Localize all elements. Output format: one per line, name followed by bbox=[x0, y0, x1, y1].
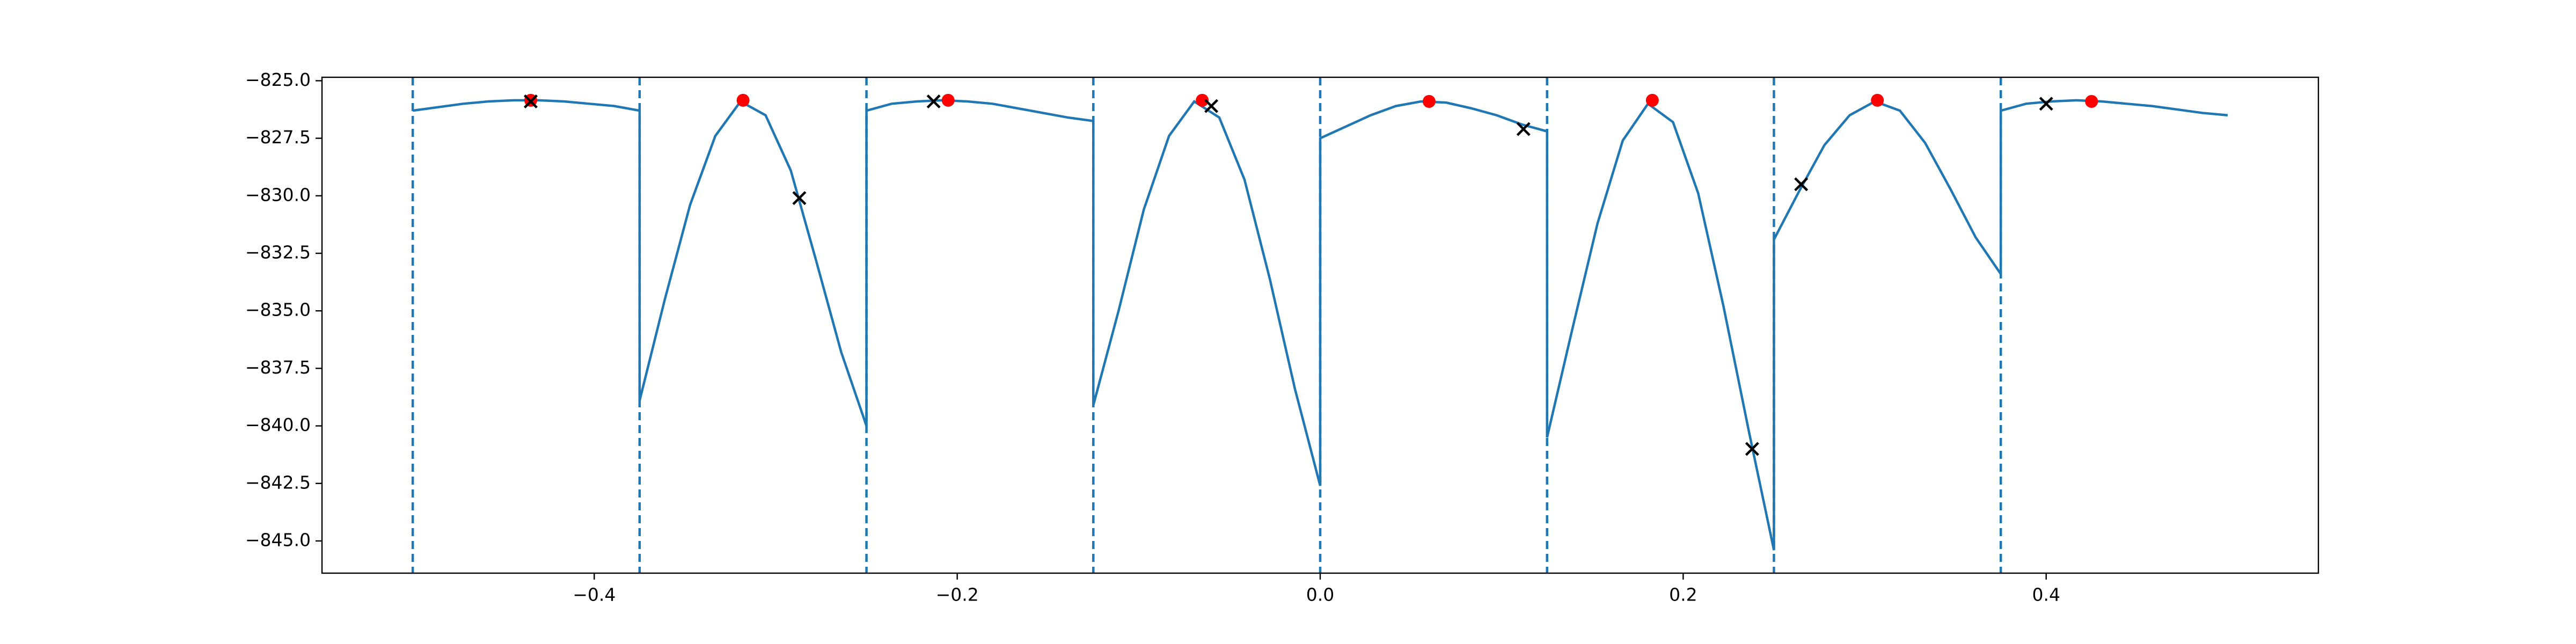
y-tick-label: −832.5 bbox=[245, 242, 311, 263]
x-point bbox=[523, 94, 538, 109]
x-point bbox=[926, 94, 941, 109]
line bbox=[412, 99, 2228, 551]
y-tick-label: −845.0 bbox=[245, 529, 311, 550]
max-point bbox=[1645, 93, 1659, 107]
plot-frame bbox=[321, 76, 2319, 574]
y-tick-label: −830.0 bbox=[245, 184, 311, 205]
x-tick-label: −0.2 bbox=[936, 584, 979, 605]
y-tick-label: −827.5 bbox=[245, 127, 311, 148]
x-point bbox=[1204, 99, 1219, 113]
max-point bbox=[1871, 93, 1884, 107]
x-point bbox=[1745, 442, 1759, 456]
y-tick-label: −837.5 bbox=[245, 357, 311, 378]
y-tick-label: −835.0 bbox=[245, 299, 311, 320]
y-tick-label: −842.5 bbox=[245, 472, 311, 493]
x-tick-label: 0.0 bbox=[1306, 584, 1334, 605]
max-point bbox=[736, 93, 750, 107]
x-tick-label: 0.4 bbox=[2032, 584, 2060, 605]
max-point bbox=[1422, 95, 1436, 108]
x-tick-label: −0.4 bbox=[573, 584, 616, 605]
max-point bbox=[1196, 93, 1209, 107]
y-tick-label: −840.0 bbox=[245, 414, 311, 435]
x-point bbox=[1516, 122, 1531, 136]
x-point bbox=[1794, 177, 1809, 192]
max-point bbox=[941, 93, 955, 107]
x-tick-label: 0.2 bbox=[1669, 584, 1697, 605]
y-tick-label: −825.0 bbox=[245, 69, 311, 90]
x-point bbox=[792, 191, 807, 206]
x-point bbox=[2039, 97, 2053, 111]
max-point bbox=[2085, 95, 2098, 108]
